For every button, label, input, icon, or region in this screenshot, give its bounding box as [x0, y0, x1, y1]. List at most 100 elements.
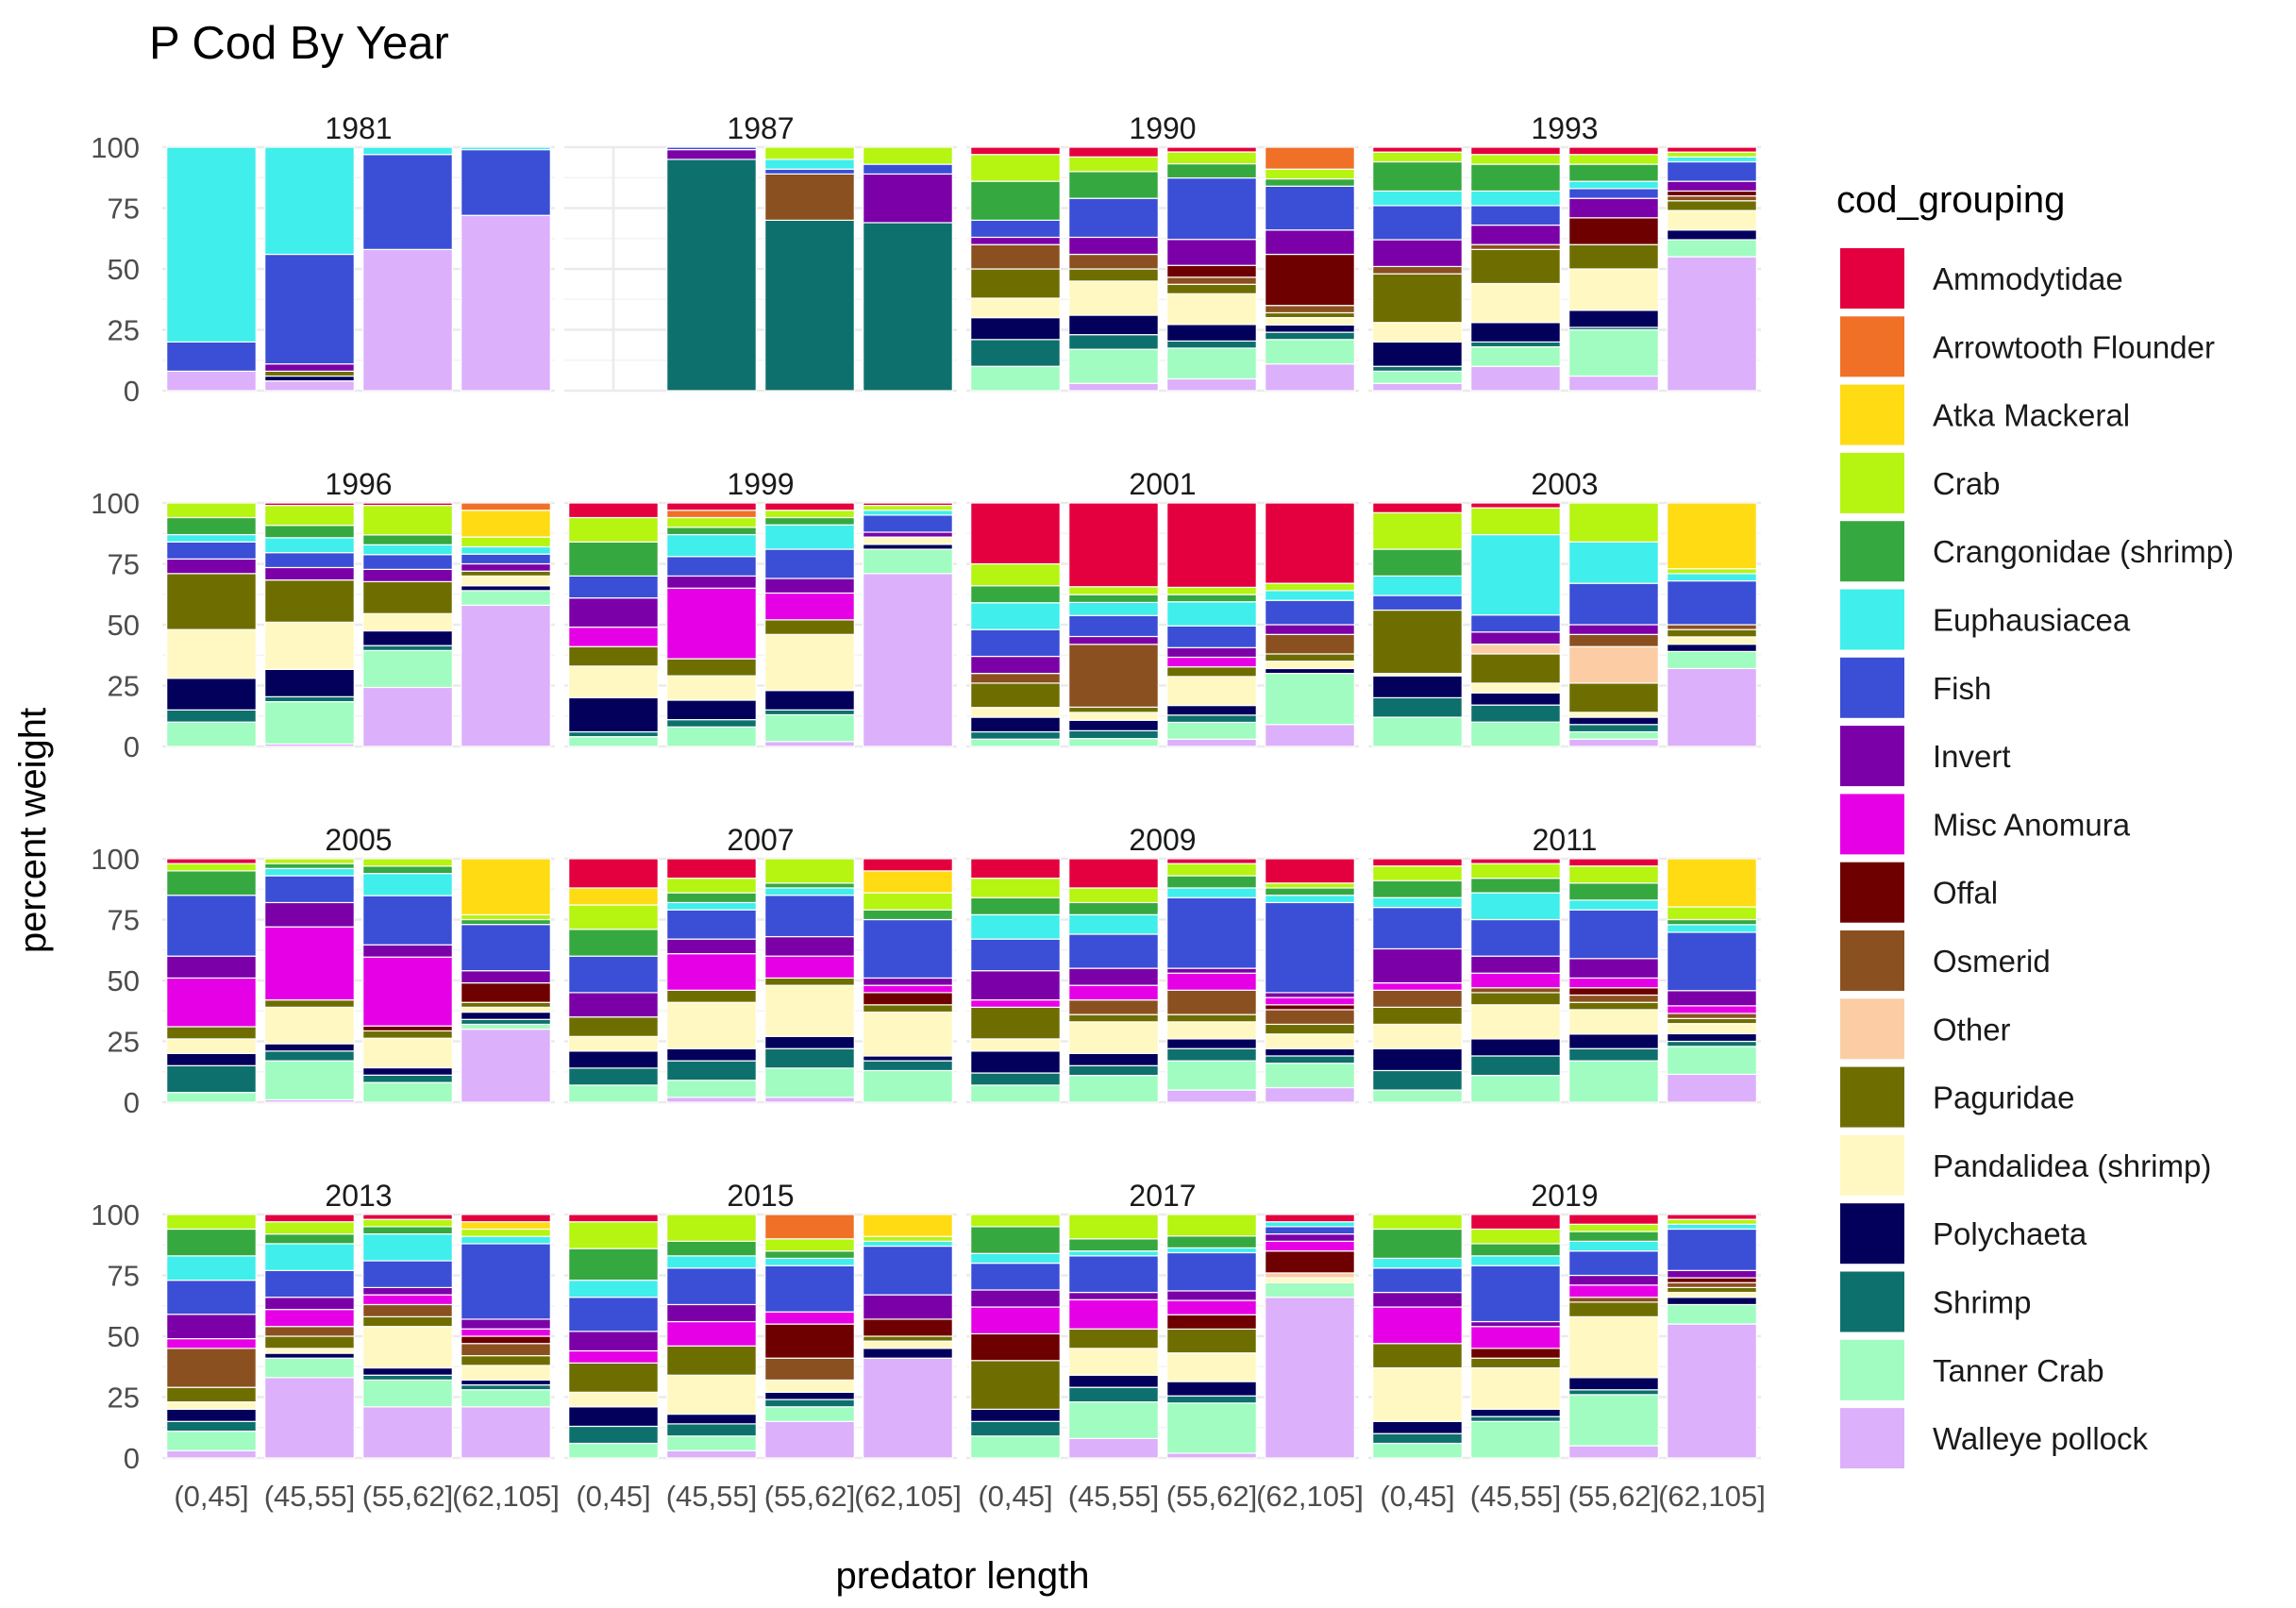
bar-segment-misc-anomura — [568, 626, 659, 647]
bar-segment-crab — [166, 863, 257, 872]
bar-segment-shrimp — [264, 1050, 355, 1062]
bar-segment-fish — [1166, 176, 1257, 241]
bar-segment-fish — [1265, 901, 1355, 994]
bar-segment-walleye-pollock — [1265, 1086, 1355, 1103]
bar-segment-crab — [666, 516, 757, 528]
bar-segment-crab — [166, 502, 257, 519]
bar-segment-osmerid — [1568, 1297, 1659, 1303]
bar-segment-crangonidae-shrimp — [1667, 918, 1757, 926]
bar-segment-crangonidae-shrimp — [362, 534, 453, 545]
bar-1993-1 — [1372, 146, 1463, 392]
bar-segment-walleye-pollock — [461, 1028, 551, 1103]
bar-1999-4 — [863, 502, 953, 747]
bar-segment-euphausiacea — [1068, 1250, 1159, 1257]
bar-segment-invert — [1470, 224, 1561, 245]
bar-segment-tanner-crab — [764, 1406, 855, 1422]
bar-2007-1 — [568, 858, 659, 1103]
bar-segment-polychaeta — [461, 1379, 551, 1386]
bar-segment-euphausiacea — [1470, 1255, 1561, 1266]
bar-segment-tanner-crab — [1667, 239, 1757, 258]
legend-item-pandalidea-shrimp: Pandalidea (shrimp) — [1840, 1134, 2211, 1196]
bar-segment-euphausiacea — [461, 545, 551, 555]
bar-segment-ammodytidae — [1166, 502, 1257, 589]
bar-segment-ammodytidae — [1667, 1214, 1757, 1220]
bar-1993-3 — [1568, 146, 1659, 392]
bar-segment-fish — [1265, 599, 1355, 626]
bar-segment-fish — [362, 554, 453, 570]
bar-segment-crangonidae-shrimp — [264, 1233, 355, 1245]
bar-segment-paguridae — [264, 370, 355, 377]
bar-segment-crangonidae-shrimp — [1372, 879, 1463, 898]
bar-segment-shrimp — [666, 719, 757, 728]
bar-segment-polychaeta — [568, 1050, 659, 1069]
bar-segment-polychaeta — [1166, 1381, 1257, 1397]
bar-segment-crab — [264, 858, 355, 864]
x-tick-label: (45,55] — [1068, 1480, 1160, 1513]
bar-segment-polychaeta — [863, 1348, 953, 1359]
panel-1990: 1990 — [966, 111, 1359, 393]
bar-1981-4 — [461, 146, 551, 392]
bar-segment-other — [1568, 645, 1659, 684]
bar-segment-offal — [1470, 1348, 1561, 1359]
bar-segment-crab — [1667, 1218, 1757, 1225]
bar-segment-atka-mackeral — [863, 1214, 953, 1237]
bar-segment-shrimp — [666, 159, 757, 392]
bar-segment-euphausiacea — [1166, 887, 1257, 898]
bar-segment-paguridae — [1568, 1001, 1659, 1011]
legend-label: Offal — [1933, 876, 1998, 911]
bar-segment-ammodytidae — [1068, 502, 1159, 588]
bar-segment-fish — [1568, 1250, 1659, 1277]
bar-segment-polychaeta — [362, 1366, 453, 1376]
bar-segment-paguridae — [1068, 268, 1159, 282]
bar-segment-fish — [166, 541, 257, 560]
panel-2011: 2011 — [1368, 823, 1761, 1104]
bar-segment-euphausiacea — [1068, 913, 1159, 935]
bar-segment-crab — [666, 878, 757, 894]
bar-segment-euphausiacea — [166, 146, 257, 343]
bar-segment-euphausiacea — [764, 887, 855, 896]
bar-segment-fish — [264, 875, 355, 904]
strip-label: 2017 — [1129, 1179, 1196, 1213]
bar-segment-crangonidae-shrimp — [1470, 1243, 1561, 1257]
y-tick-label: 50 — [108, 253, 140, 286]
bar-segment-ammodytidae — [568, 858, 659, 889]
bar-segment-euphausiacea — [1166, 601, 1257, 627]
bar-segment-shrimp — [1470, 341, 1561, 348]
bar-segment-crangonidae-shrimp — [1068, 594, 1159, 604]
bar-segment-crab — [1166, 863, 1257, 877]
bar-segment-fish — [1265, 1226, 1355, 1235]
bar-segment-polychaeta — [1372, 1420, 1463, 1434]
bar-segment-polychaeta — [264, 1352, 355, 1359]
bar-segment-misc-anomura — [1068, 1298, 1159, 1330]
bar-segment-fish — [166, 341, 257, 372]
bar-segment-euphausiacea — [461, 1235, 551, 1245]
legend-label: Misc Anomura — [1933, 807, 2131, 842]
bar-segment-polychaeta — [1068, 1374, 1159, 1388]
bar-segment-crangonidae-shrimp — [666, 527, 757, 536]
y-tick-label: 25 — [108, 670, 140, 703]
bar-segment-crangonidae-shrimp — [166, 870, 257, 896]
bar-segment-osmerid — [970, 672, 1061, 684]
bar-segment-tanner-crab — [1568, 730, 1659, 740]
bar-segment-tanner-crab — [1470, 1075, 1561, 1103]
bar-segment-fish — [568, 575, 659, 599]
bar-segment-invert — [264, 901, 355, 928]
bar-segment-walleye-pollock — [1667, 667, 1757, 747]
bar-segment-osmerid — [1068, 253, 1159, 270]
bar-segment-misc-anomura — [1470, 972, 1561, 989]
bar-segment-fish — [166, 895, 257, 957]
bar-segment-crangonidae-shrimp — [764, 1250, 855, 1260]
bar-segment-crangonidae-shrimp — [1568, 163, 1659, 182]
strip-label: 1996 — [325, 467, 392, 501]
bar-segment-fish — [863, 918, 953, 980]
bar-segment-paguridae — [1667, 1286, 1757, 1294]
bar-segment-invert — [362, 1286, 453, 1296]
bar-segment-crab — [970, 154, 1061, 182]
bar-segment-ammodytidae — [568, 502, 659, 519]
bar-segment-shrimp — [1372, 365, 1463, 372]
bar-segment-paguridae — [166, 1026, 257, 1040]
bar-segment-shrimp — [666, 1060, 757, 1081]
bar-segment-crangonidae-shrimp — [1372, 1228, 1463, 1260]
bar-2013-2 — [264, 1214, 355, 1459]
bar-segment-misc-anomura — [970, 999, 1061, 1008]
